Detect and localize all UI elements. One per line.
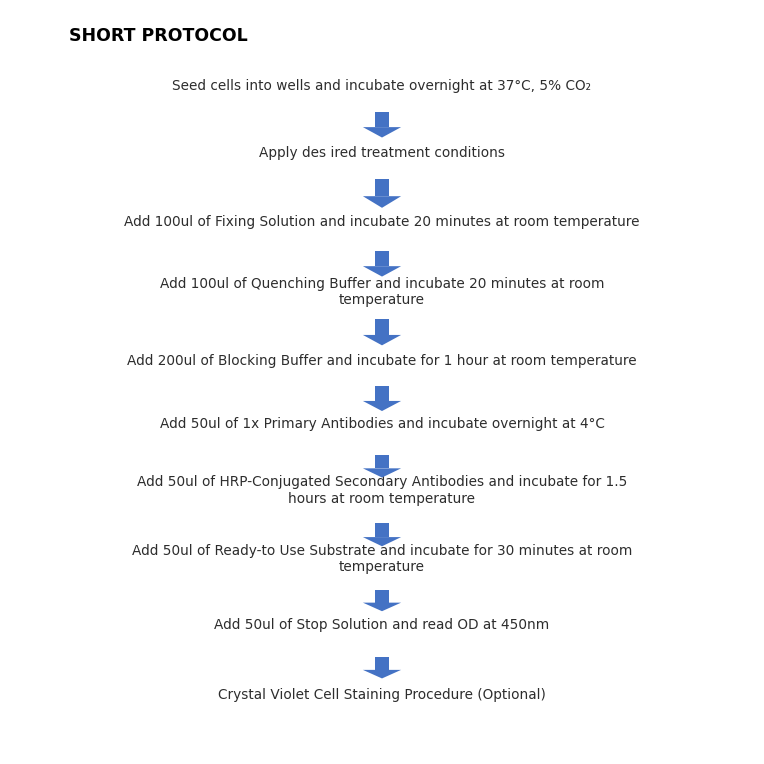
Bar	[375, 251, 389, 266]
Text: Add 100ul of Quenching Buffer and incubate 20 minutes at room
temperature: Add 100ul of Quenching Buffer and incuba…	[160, 277, 604, 307]
Bar	[375, 319, 389, 335]
Bar	[375, 386, 389, 401]
Polygon shape	[363, 603, 401, 611]
Polygon shape	[363, 196, 401, 208]
Polygon shape	[363, 266, 401, 277]
Bar	[375, 455, 389, 468]
Polygon shape	[363, 468, 401, 478]
Text: Apply des ired treatment conditions: Apply des ired treatment conditions	[259, 146, 505, 160]
Polygon shape	[363, 127, 401, 138]
Text: SHORT PROTOCOL: SHORT PROTOCOL	[69, 27, 248, 45]
Text: Seed cells into wells and incubate overnight at 37°C, 5% CO₂: Seed cells into wells and incubate overn…	[173, 79, 591, 92]
Bar	[375, 523, 389, 537]
Polygon shape	[363, 335, 401, 345]
Bar	[375, 112, 389, 127]
Bar	[375, 179, 389, 196]
Polygon shape	[363, 401, 401, 411]
Text: Add 50ul of Ready-to Use Substrate and incubate for 30 minutes at room
temperatu: Add 50ul of Ready-to Use Substrate and i…	[132, 544, 632, 575]
Polygon shape	[363, 537, 401, 546]
Bar	[375, 590, 389, 603]
Text: Add 50ul of HRP-Conjugated Secondary Antibodies and incubate for 1.5
hours at ro: Add 50ul of HRP-Conjugated Secondary Ant…	[137, 475, 627, 506]
Text: Add 50ul of Stop Solution and read OD at 450nm: Add 50ul of Stop Solution and read OD at…	[215, 618, 549, 632]
Text: Add 50ul of 1x Primary Antibodies and incubate overnight at 4°C: Add 50ul of 1x Primary Antibodies and in…	[160, 417, 604, 431]
Bar	[375, 657, 389, 670]
Text: Crystal Violet Cell Staining Procedure (Optional): Crystal Violet Cell Staining Procedure (…	[218, 688, 546, 702]
Polygon shape	[363, 670, 401, 678]
Text: Add 100ul of Fixing Solution and incubate 20 minutes at room temperature: Add 100ul of Fixing Solution and incubat…	[125, 215, 639, 228]
Text: Add 200ul of Blocking Buffer and incubate for 1 hour at room temperature: Add 200ul of Blocking Buffer and incubat…	[127, 354, 637, 367]
